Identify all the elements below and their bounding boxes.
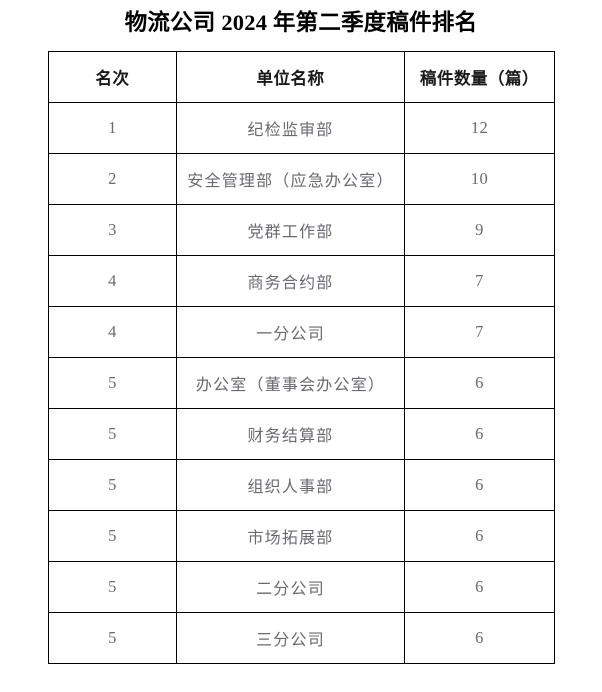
column-header-rank: 名次 <box>48 51 177 103</box>
cell-unit: 商务合约部 <box>176 255 405 307</box>
cell-count: 9 <box>404 204 555 256</box>
table-row: 4 商务合约部 7 <box>48 255 555 307</box>
cell-rank: 5 <box>48 357 177 409</box>
table-header: 名次 单位名称 稿件数量（篇） <box>48 51 555 103</box>
cell-rank: 2 <box>48 153 177 205</box>
table-row: 1 纪检监审部 12 <box>48 102 555 154</box>
ranking-table: 名次 单位名称 稿件数量（篇） 1 纪检监审部 12 2 安全管理部（应急办公室） 10 3… <box>48 51 555 664</box>
table-header-row: 名次 单位名称 稿件数量（篇） <box>48 51 555 103</box>
table-row: 5 三分公司 6 <box>48 612 555 664</box>
cell-count: 6 <box>404 612 555 664</box>
cell-count: 7 <box>404 255 555 307</box>
cell-rank: 5 <box>48 408 177 460</box>
table-body: 1 纪检监审部 12 2 安全管理部（应急办公室） 10 3 党群工作部 9 4 商务合约部 7 4 一分… <box>48 102 555 664</box>
cell-rank: 5 <box>48 459 177 511</box>
cell-rank: 4 <box>48 306 177 358</box>
cell-unit: 安全管理部（应急办公室） <box>176 153 405 205</box>
table-row: 5 组织人事部 6 <box>48 459 555 511</box>
cell-unit: 财务结算部 <box>176 408 405 460</box>
cell-count: 6 <box>404 408 555 460</box>
cell-unit: 组织人事部 <box>176 459 405 511</box>
cell-count: 6 <box>404 510 555 562</box>
table-row: 5 财务结算部 6 <box>48 408 555 460</box>
table-row: 5 市场拓展部 6 <box>48 510 555 562</box>
table-row: 3 党群工作部 9 <box>48 204 555 256</box>
column-header-unit: 单位名称 <box>176 51 405 103</box>
cell-rank: 5 <box>48 510 177 562</box>
cell-unit: 三分公司 <box>176 612 405 664</box>
cell-rank: 3 <box>48 204 177 256</box>
cell-unit: 办公室（董事会办公室） <box>176 357 405 409</box>
cell-count: 10 <box>404 153 555 205</box>
cell-unit: 市场拓展部 <box>176 510 405 562</box>
cell-count: 7 <box>404 306 555 358</box>
page-title: 物流公司 2024 年第二季度稿件排名 <box>124 10 478 35</box>
cell-unit: 二分公司 <box>176 561 405 613</box>
cell-count: 6 <box>404 561 555 613</box>
cell-count: 12 <box>404 102 555 154</box>
table-row: 5 办公室（董事会办公室） 6 <box>48 357 555 409</box>
table-row: 2 安全管理部（应急办公室） 10 <box>48 153 555 205</box>
cell-unit: 党群工作部 <box>176 204 405 256</box>
cell-count: 6 <box>404 357 555 409</box>
cell-unit: 纪检监审部 <box>176 102 405 154</box>
cell-rank: 5 <box>48 612 177 664</box>
column-header-count: 稿件数量（篇） <box>404 51 555 103</box>
cell-rank: 1 <box>48 102 177 154</box>
table-row: 4 一分公司 7 <box>48 306 555 358</box>
table-row: 5 二分公司 6 <box>48 561 555 613</box>
cell-rank: 5 <box>48 561 177 613</box>
cell-unit: 一分公司 <box>176 306 405 358</box>
cell-rank: 4 <box>48 255 177 307</box>
cell-count: 6 <box>404 459 555 511</box>
